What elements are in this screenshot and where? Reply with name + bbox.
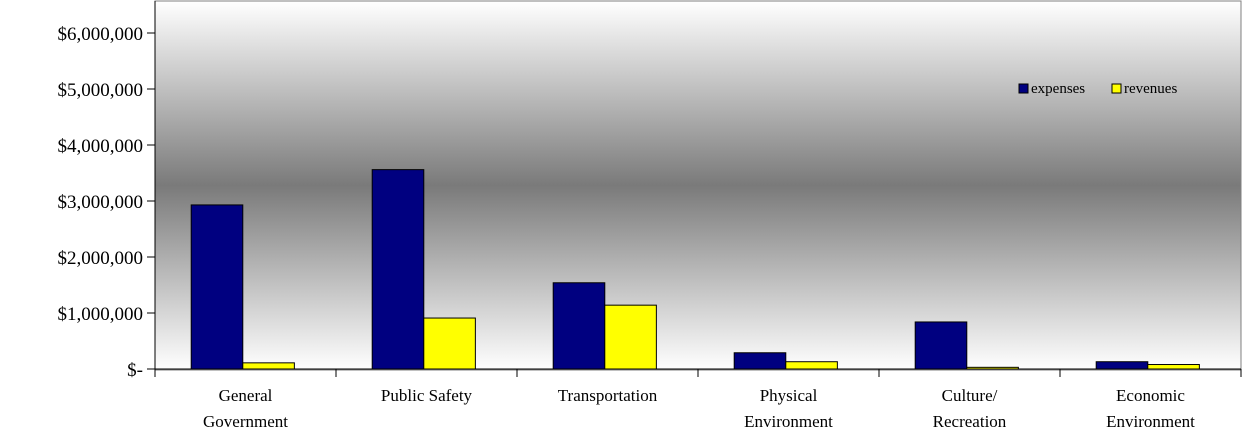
x-category-label: Transportation xyxy=(558,386,658,405)
legend: expenses revenues xyxy=(1018,81,1177,97)
x-category-label-line: Environment xyxy=(1106,412,1195,431)
x-category-label: Culture/Recreation xyxy=(933,386,1007,431)
y-axis: $- $1,000,000 $2,000,000 $3,000,000 $4,000,0… xyxy=(58,1,156,381)
bar-expenses-2 xyxy=(552,282,606,370)
y-tick-label: $1,000,000 xyxy=(58,304,144,325)
bar-revenues-4 xyxy=(966,366,1019,370)
x-category-label-line: Government xyxy=(203,412,288,431)
x-axis: General Government Public Safety Transporta… xyxy=(147,368,1242,431)
bar-expenses-4 xyxy=(914,321,968,370)
x-category-label-line: Transportation xyxy=(558,386,658,405)
bar-revenues-1 xyxy=(423,317,476,370)
bar-expenses-3 xyxy=(733,352,787,370)
legend-swatch-expenses xyxy=(1018,83,1029,94)
x-category-label-line: Physical xyxy=(760,386,818,405)
x-category-label-line: Economic xyxy=(1116,386,1185,405)
bar-revenues-0 xyxy=(242,362,295,370)
plot-area xyxy=(154,0,1242,371)
y-tick-label: $5,000,000 xyxy=(58,80,144,101)
y-tick-label: $- xyxy=(127,360,143,381)
y-tick-label: $3,000,000 xyxy=(58,192,144,213)
bar-expenses-1 xyxy=(371,169,425,370)
legend-label-expenses: expenses xyxy=(1031,81,1085,97)
bars xyxy=(190,169,1200,370)
x-category-label: Economic Environment xyxy=(1106,386,1195,431)
y-tick-label: $2,000,000 xyxy=(58,248,144,269)
bar-revenues-2 xyxy=(604,304,657,370)
legend-swatch-revenues xyxy=(1111,83,1122,94)
x-category-label: General Government xyxy=(203,386,288,431)
x-category-label-line: Recreation xyxy=(933,412,1007,431)
x-category-label-line: General xyxy=(219,386,273,405)
bar-revenues-3 xyxy=(785,361,838,370)
legend-label-revenues: revenues xyxy=(1124,81,1177,97)
bar-expenses-5 xyxy=(1095,361,1149,370)
y-tick-label: $4,000,000 xyxy=(58,136,144,157)
x-category-label-line: Culture/ xyxy=(942,386,998,405)
x-category-label-line: Environment xyxy=(744,412,833,431)
y-tick-label: $6,000,000 xyxy=(58,24,144,45)
x-category-label-line: Public Safety xyxy=(381,386,473,405)
x-category-label: Public Safety xyxy=(381,386,473,405)
bar-expenses-0 xyxy=(190,204,244,370)
x-category-label: Physical Environment xyxy=(744,386,833,431)
bar-revenues-5 xyxy=(1147,364,1200,370)
